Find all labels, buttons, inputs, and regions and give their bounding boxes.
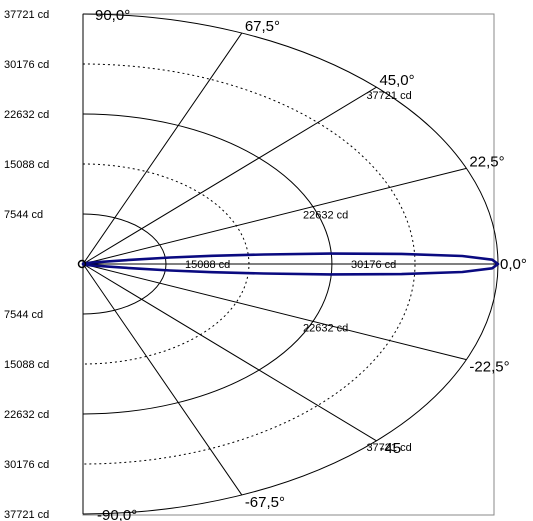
intensity-curve-0 [81,252,500,276]
intensity-curves [77,252,500,276]
spoke-3 [82,167,467,265]
spoke-1 [82,32,243,265]
angle-label-2: 45,0° [379,72,414,89]
tick-label-upper-4: 7544 cd [4,209,43,221]
tick-label-lower-4: 7544 cd [4,309,43,321]
tick-label-lower-2: 22632 cd [4,409,49,421]
angle-label-7: -67,5° [245,494,285,511]
tick-label-upper-1: 30176 cd [4,59,49,71]
tick-label-lower-3: 15088 cd [4,359,49,371]
angle-spokes [82,14,498,514]
angle-label-0: 90,0° [95,7,130,24]
angle-label-4: 0,0° [500,256,527,273]
angle-label-5: -22,5° [469,359,509,376]
spoke-6 [82,263,377,442]
ring-label-1: 22632 cd [303,210,348,222]
spoke-2 [82,86,377,265]
ring-label-5: 37721 cd [366,442,411,454]
source-marker [77,259,87,269]
spoke-5 [82,263,467,361]
ring-label-2: 15088 cd [185,259,230,271]
ring-label-3: 30176 cd [351,259,396,271]
tick-label-lower-1: 30176 cd [4,459,49,471]
ring-label-4: 22632 cd [303,322,348,334]
spoke-7 [82,263,243,496]
angle-label-6: -45 [379,440,401,457]
tick-label-lower-0: 37721 cd [4,509,49,521]
tick-label-upper-2: 22632 cd [4,109,49,121]
angle-label-3: 22,5° [469,153,504,170]
chart-labels: 37721 cd 37721 cd 30176 cd 30176 cd 22632 cd… [4,7,527,521]
ring-label-0: 37721 cd [366,90,411,102]
angle-label-1: 67,5° [245,18,280,35]
tick-label-upper-0: 37721 cd [4,9,49,21]
angle-label-8: -90,0° [97,507,137,521]
tick-label-upper-3: 15088 cd [4,159,49,171]
